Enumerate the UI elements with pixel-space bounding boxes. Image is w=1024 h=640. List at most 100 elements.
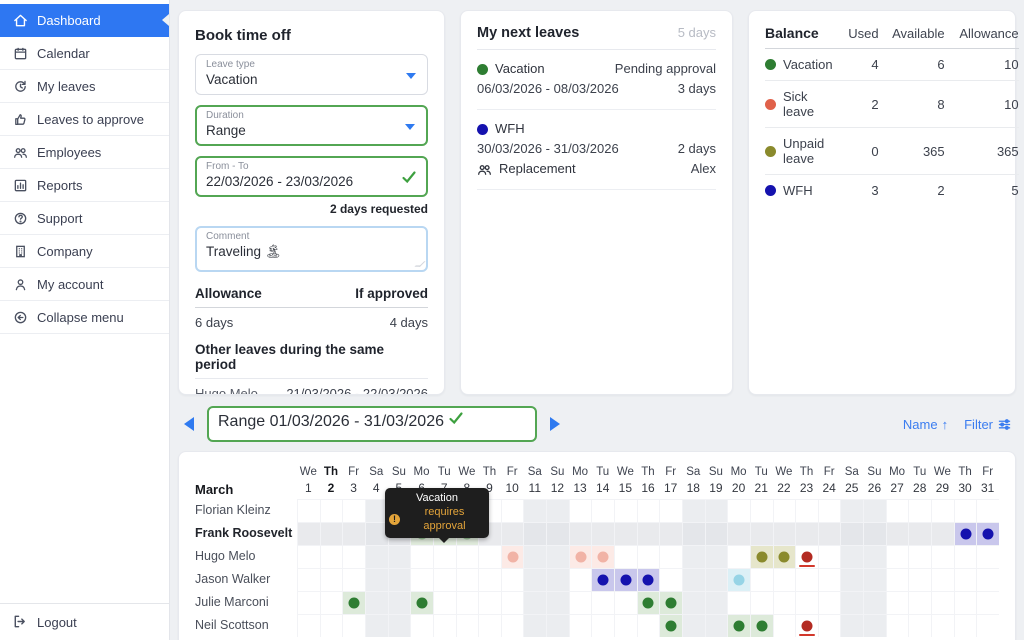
calendar-day-cell bbox=[931, 499, 954, 522]
calendar-day-cell bbox=[749, 522, 773, 545]
calendar-day-cell bbox=[908, 568, 932, 591]
leave-dot bbox=[575, 551, 587, 563]
sidebar-item-dashboard[interactable]: Dashboard bbox=[0, 4, 169, 37]
calendar-day-cell bbox=[772, 522, 796, 545]
leave-cell[interactable] bbox=[500, 545, 524, 568]
sidebar-item-label: My account bbox=[37, 276, 104, 292]
calendar-day-cell bbox=[523, 499, 547, 522]
leave-cell[interactable] bbox=[749, 614, 773, 637]
calendar-day-cell bbox=[387, 545, 411, 568]
next-month-arrow[interactable] bbox=[550, 417, 560, 431]
leave-type-select[interactable]: Leave type Vacation bbox=[195, 54, 428, 95]
leave-cell[interactable] bbox=[342, 591, 365, 614]
sidebar-item-calendar[interactable]: Calendar bbox=[0, 37, 169, 70]
sidebar-item-company[interactable]: Company bbox=[0, 235, 169, 268]
calendar-day-cell bbox=[523, 568, 547, 591]
calendar-day-cell bbox=[297, 614, 320, 637]
leave-cell[interactable] bbox=[591, 545, 615, 568]
day-number-header: 23 bbox=[799, 481, 814, 495]
check-icon bbox=[448, 412, 464, 430]
calendar-day-cell bbox=[681, 522, 705, 545]
calendar-day-cell bbox=[953, 499, 977, 522]
sidebar-item-label: Company bbox=[37, 243, 93, 259]
calendar-day-cell bbox=[410, 614, 433, 637]
leave-cell[interactable] bbox=[659, 614, 682, 637]
comment-textarea[interactable]: Comment Traveling 🏝 bbox=[195, 226, 428, 272]
calendar-day-cell bbox=[364, 522, 388, 545]
leave-dot bbox=[756, 620, 768, 632]
leave-cell[interactable] bbox=[795, 545, 818, 568]
leave-dot bbox=[982, 528, 994, 540]
sort-by-name-button[interactable]: Name ↑ bbox=[903, 417, 948, 432]
calendar-day-cell bbox=[795, 522, 818, 545]
leave-type-name: Vacation bbox=[495, 61, 545, 76]
leave-cell[interactable] bbox=[795, 614, 818, 637]
leave-dot bbox=[801, 551, 813, 563]
sidebar-item-label: My leaves bbox=[37, 78, 96, 94]
leave-type-dot bbox=[765, 145, 776, 157]
leave-cell[interactable] bbox=[749, 545, 773, 568]
leave-cell[interactable] bbox=[410, 591, 433, 614]
day-number-header: 31 bbox=[980, 481, 995, 495]
balance-type-name: Vacation bbox=[783, 57, 833, 72]
from-to-input[interactable]: From - To 22/03/2026 - 23/03/2026 bbox=[195, 156, 428, 197]
user-icon bbox=[12, 276, 28, 292]
calendar-day-cell bbox=[840, 591, 864, 614]
calendar-day-cell bbox=[976, 568, 999, 591]
balance-available-value: 2 bbox=[937, 183, 945, 198]
calendar-day-cell bbox=[432, 591, 456, 614]
prev-month-arrow[interactable] bbox=[184, 417, 194, 431]
building-icon bbox=[12, 243, 28, 259]
leave-cell[interactable] bbox=[591, 568, 615, 591]
day-of-week-header: We bbox=[775, 466, 793, 478]
calendar-day-cell bbox=[840, 614, 864, 637]
balance-available-value: 365 bbox=[922, 143, 945, 159]
leave-cell[interactable] bbox=[659, 591, 682, 614]
filter-button[interactable]: Filter bbox=[964, 417, 1012, 432]
calendar-day-cell bbox=[659, 568, 682, 591]
leave-cell[interactable] bbox=[636, 591, 660, 614]
day-of-week-header: Mo bbox=[889, 466, 906, 478]
duration-select[interactable]: Duration Range bbox=[195, 105, 428, 146]
tooltip-note: requires approval bbox=[423, 506, 466, 532]
day-of-week-header: Fr bbox=[982, 466, 994, 478]
leave-cell[interactable] bbox=[727, 614, 750, 637]
leave-cell[interactable] bbox=[976, 522, 999, 545]
calendar-day-cell bbox=[500, 522, 524, 545]
leave-cell[interactable] bbox=[727, 568, 750, 591]
leave-cell[interactable] bbox=[636, 568, 660, 591]
leave-cell[interactable] bbox=[953, 522, 977, 545]
leave-type-name: WFH bbox=[495, 121, 525, 136]
resize-handle-icon[interactable] bbox=[414, 261, 426, 267]
leave-type-value: Vacation bbox=[206, 72, 258, 87]
day-of-week-header: We bbox=[299, 466, 317, 478]
calendar-day-cell bbox=[817, 568, 841, 591]
calendar-day-cell bbox=[727, 545, 750, 568]
main-area: Book time off Leave type Vacation Durati… bbox=[170, 0, 1024, 640]
day-number-header: 30 bbox=[958, 481, 972, 495]
calendar-day-cell bbox=[546, 568, 569, 591]
replacement-name: Alex bbox=[690, 161, 716, 176]
other-leave-name: Hugo Melo bbox=[195, 386, 258, 395]
calendar-day-cell bbox=[546, 614, 569, 637]
sidebar-item-my-leaves[interactable]: My leaves bbox=[0, 70, 169, 103]
day-of-week-header: Th bbox=[323, 466, 338, 478]
sidebar-item-my-account[interactable]: My account bbox=[0, 268, 169, 301]
leave-cell[interactable] bbox=[772, 545, 796, 568]
sidebar-item-reports[interactable]: Reports bbox=[0, 169, 169, 202]
calendar-day-cell bbox=[432, 568, 456, 591]
sidebar-item-leaves-to-approve[interactable]: Leaves to approve bbox=[0, 103, 169, 136]
range-input[interactable]: Range 01/03/2026 - 31/03/2026 bbox=[207, 406, 537, 442]
sidebar-item-collapse-menu[interactable]: Collapse menu bbox=[0, 301, 169, 334]
divider bbox=[765, 174, 1019, 175]
logout-button[interactable]: Logout bbox=[0, 603, 169, 640]
divider bbox=[765, 80, 1019, 81]
home-icon bbox=[12, 12, 28, 28]
leave-cell[interactable] bbox=[614, 568, 637, 591]
calendar-day-cell bbox=[704, 545, 728, 568]
sidebar-item-employees[interactable]: Employees bbox=[0, 136, 169, 169]
sidebar-item-support[interactable]: Support bbox=[0, 202, 169, 235]
calendar-day-cell bbox=[478, 545, 501, 568]
leave-type-dot bbox=[765, 185, 776, 196]
leave-cell[interactable] bbox=[568, 545, 592, 568]
